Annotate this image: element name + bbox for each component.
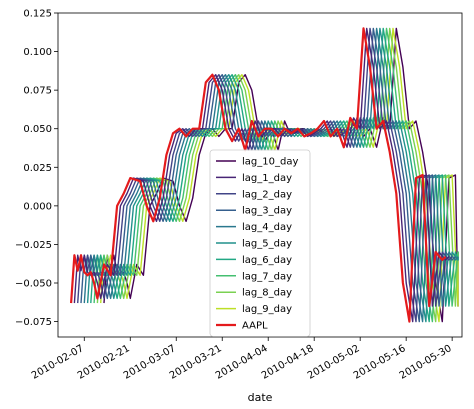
legend-label-lag-6-day: lag_6_day: [242, 255, 292, 266]
x-tick-label: 2010-05-30: [398, 343, 454, 382]
y-tick-label: −0.025: [15, 240, 52, 251]
legend-label-lag-4-day: lag_4_day: [242, 222, 292, 233]
y-tick-label: −0.075: [15, 317, 52, 328]
legend-label-lag-7-day: lag_7_day: [242, 271, 292, 282]
series-line-lag-2-day: [77, 27, 453, 323]
y-tick-label: 0.125: [23, 9, 52, 20]
series-line-lag-1-day: [73, 27, 450, 323]
legend-label-lag-8-day: lag_8_day: [242, 288, 292, 299]
legend-label-lag-1-day: lag_1_day: [242, 173, 292, 184]
y-tick-label: 0.000: [23, 201, 52, 212]
legend-label-lag-2-day: lag_2_day: [242, 189, 292, 200]
series-layer: [70, 27, 459, 323]
legend-label-aapl: AAPL: [242, 321, 268, 332]
x-axis-label: date: [248, 391, 273, 404]
x-axis: 2010-02-072010-02-212010-03-072010-03-21…: [30, 337, 454, 382]
y-tick-label: −0.050: [15, 279, 52, 290]
y-axis: −0.075 −0.050 −0.025 0.000 0.025 0.050 0.075 0.…: [15, 9, 58, 328]
plot-frame: [57, 12, 463, 338]
legend-frame: [209, 149, 311, 337]
legend-label-lag-5-day: lag_5_day: [242, 239, 292, 250]
y-tick-label: 0.075: [23, 86, 52, 97]
y-tick-label: 0.050: [23, 124, 52, 135]
legend: lag_10_day lag_1_day lag_2_day lag_3_daylag…: [209, 149, 311, 337]
legend-label-lag-9-day: lag_9_day: [242, 304, 292, 315]
y-tick-label: 0.025: [23, 163, 52, 174]
y-tick-label: 0.100: [23, 47, 52, 58]
legend-label-lag-3-day: lag_3_day: [242, 206, 292, 217]
legend-label-lag-10-day: lag_10_day: [242, 157, 298, 168]
series-line-aapl: [70, 27, 447, 323]
